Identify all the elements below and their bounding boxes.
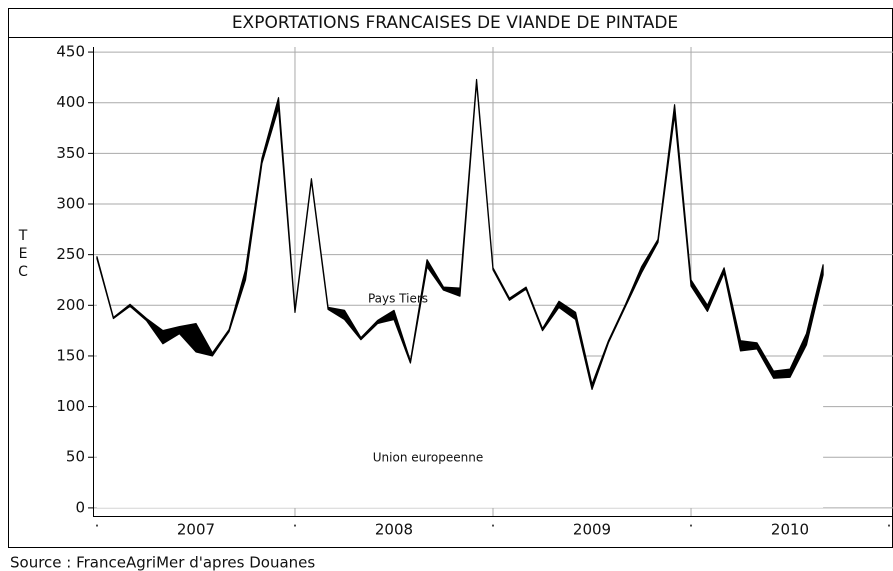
series-label: Pays Tiers [368, 292, 428, 306]
y-tick-label: 350 [56, 144, 85, 162]
axes: 0 50 100 150 200 250 300 350 400 450.... . 2007 2008… [56, 43, 893, 539]
x-tick-label: . [689, 513, 694, 531]
x-year-label: 2009 [573, 521, 611, 539]
y-tick-label: 400 [56, 93, 85, 111]
x-tick-label: . [887, 513, 892, 531]
y-tick-label: 250 [56, 245, 85, 263]
y-tick-label: 150 [56, 346, 85, 364]
x-year-label: 2010 [771, 521, 809, 539]
y-tick-label: 450 [56, 43, 85, 61]
label-box [362, 449, 494, 467]
y-axis-label: TEC [15, 228, 31, 282]
x-tick-label: . [491, 513, 496, 531]
y-tick-label: 0 [75, 498, 85, 516]
x-tick-label: . [293, 513, 298, 531]
chart-title: EXPORTATIONS FRANCAISES DE VIANDE DE PIN… [232, 13, 678, 33]
plot: Pays Tiers Union europeenne [96, 78, 824, 508]
x-year-label: 2007 [177, 521, 215, 539]
source: Source : FranceAgriMer d'apres Douanes [10, 554, 315, 571]
y-tick-label: 50 [66, 448, 85, 466]
x-tick-label: . [95, 513, 100, 531]
y-tick-label: 300 [56, 195, 85, 213]
series-label: Union europeenne [373, 451, 483, 465]
y-tick-label: 100 [56, 397, 85, 415]
area-1 [96, 78, 824, 390]
x-year-label: 2008 [375, 521, 413, 539]
y-tick-label: 200 [56, 296, 85, 314]
